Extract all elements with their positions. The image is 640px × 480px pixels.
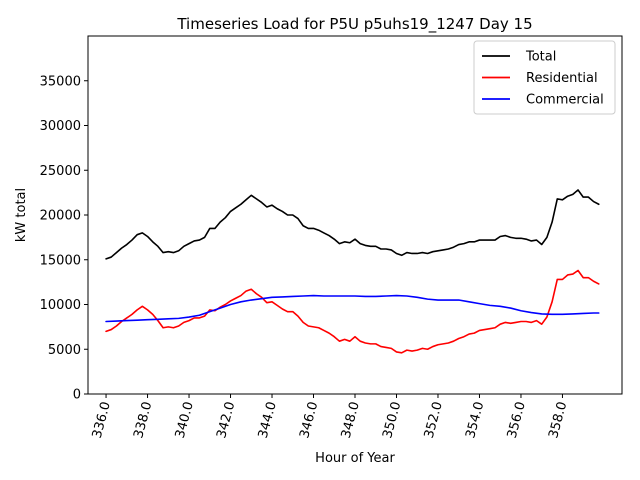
legend: Total Residential Commercial <box>473 40 616 115</box>
chart-title: Timeseries Load for P5U p5uhs19_1247 Day… <box>176 15 532 34</box>
y-axis-label: kW total <box>14 188 29 242</box>
y-tick-label: 35000 <box>40 74 81 89</box>
y-tick-label: 10000 <box>40 298 81 313</box>
y-tick-label: 20000 <box>40 209 81 224</box>
y-tick-label: 15000 <box>40 253 81 268</box>
series-line-total <box>105 189 600 260</box>
legend-label-residential: Residential <box>526 71 598 86</box>
plot-lines <box>105 189 600 354</box>
legend-label-commercial: Commercial <box>526 93 604 108</box>
x-axis-label: Hour of Year <box>315 451 395 466</box>
series-line-residential <box>105 269 600 354</box>
series-line-commercial <box>105 294 600 323</box>
y-axis: 0 5000 10000 15000 20000 25000 30000 35000 <box>40 74 88 403</box>
y-tick-label: 25000 <box>40 164 81 179</box>
legend-label-total: Total <box>525 50 556 65</box>
legend-box <box>473 40 616 115</box>
y-tick-label: 0 <box>73 388 81 403</box>
y-tick-label: 30000 <box>40 119 81 134</box>
y-tick-label: 5000 <box>48 343 81 358</box>
